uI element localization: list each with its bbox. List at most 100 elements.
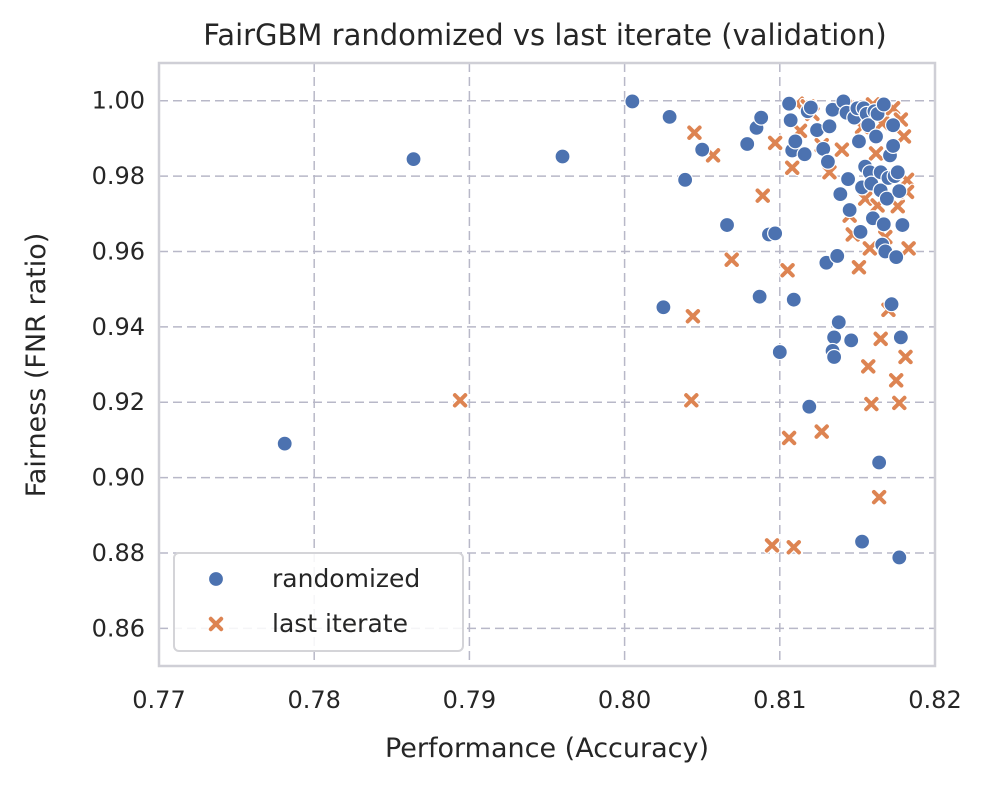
data-point-randomized <box>821 118 838 135</box>
data-point-last-iterate <box>859 357 877 375</box>
data-point-randomized <box>753 109 770 126</box>
x-tick-label: 0.79 <box>443 686 496 714</box>
data-point-last-iterate <box>870 488 888 506</box>
data-point-randomized <box>892 329 909 346</box>
data-point-randomized <box>554 148 571 165</box>
data-point-randomized <box>875 216 892 233</box>
data-point-randomized <box>718 216 736 234</box>
data-point-randomized <box>829 247 846 265</box>
data-point-randomized <box>841 201 858 219</box>
data-point-last-iterate <box>897 348 914 366</box>
plot-frame <box>157 61 937 668</box>
y-tick-label: 0.98 <box>92 162 145 190</box>
data-point-randomized <box>894 216 911 234</box>
data-point-randomized <box>787 133 804 150</box>
data-point-last-iterate <box>867 145 885 162</box>
data-point-last-iterate <box>890 394 908 412</box>
legend-marker-randomized <box>207 570 225 588</box>
data-point-randomized <box>860 117 877 134</box>
data-point-randomized <box>801 398 818 415</box>
y-tick-label: 0.90 <box>92 464 145 492</box>
x-tick-label: 0.80 <box>598 686 651 714</box>
data-point-randomized <box>884 137 902 155</box>
x-tick-label: 0.77 <box>132 686 185 714</box>
data-point-last-iterate <box>813 423 831 441</box>
x-tick-label: 0.81 <box>753 686 806 714</box>
data-point-last-iterate <box>763 536 781 554</box>
data-point-randomized <box>875 96 892 113</box>
y-tick-label: 0.92 <box>92 388 145 416</box>
data-point-last-iterate <box>682 391 700 409</box>
data-point-randomized <box>781 95 798 112</box>
data-point-randomized <box>891 549 908 566</box>
data-point-randomized <box>830 314 847 331</box>
data-point-randomized <box>694 141 711 158</box>
data-point-randomized <box>878 190 895 207</box>
data-point-last-iterate <box>754 187 772 205</box>
data-point-randomized <box>739 135 756 153</box>
data-point-randomized <box>839 170 857 188</box>
series-randomized <box>276 93 911 566</box>
data-point-randomized <box>819 153 837 170</box>
data-point-last-iterate <box>850 258 868 276</box>
data-point-last-iterate <box>833 141 851 159</box>
data-point-randomized <box>883 296 900 313</box>
data-point-last-iterate <box>685 124 703 142</box>
data-point-last-iterate <box>723 251 741 269</box>
data-point-randomized <box>852 223 869 240</box>
y-axis-label: Fairness (FNR ratio) <box>21 233 52 498</box>
data-point-randomized <box>661 108 678 125</box>
data-point-last-iterate <box>785 538 803 556</box>
legend-circle-marker <box>207 570 225 588</box>
y-tick-label: 0.94 <box>92 313 145 341</box>
data-point-last-iterate <box>780 429 798 447</box>
y-tick-label: 0.86 <box>92 614 145 642</box>
data-point-last-iterate <box>862 395 880 413</box>
data-point-randomized <box>843 332 860 349</box>
data-point-randomized <box>624 93 641 110</box>
data-point-randomized <box>832 186 849 203</box>
y-tick-label: 0.96 <box>92 237 145 265</box>
data-point-randomized <box>853 533 871 550</box>
data-point-last-iterate <box>895 128 913 145</box>
data-point-randomized <box>751 288 768 305</box>
data-point-randomized <box>826 348 843 366</box>
data-point-last-iterate <box>783 159 801 177</box>
y-tick-label: 1.00 <box>92 87 145 115</box>
x-tick-label: 0.82 <box>908 686 961 714</box>
data-point-randomized <box>826 329 843 346</box>
data-point-last-iterate <box>684 307 702 325</box>
legend-label-last-iterate: last iterate <box>272 609 408 638</box>
data-point-randomized <box>871 454 888 471</box>
data-point-last-iterate <box>779 261 797 279</box>
data-point-last-iterate <box>872 330 890 348</box>
legend-label-randomized: randomized <box>272 564 420 593</box>
data-point-randomized <box>889 164 906 181</box>
data-point-randomized <box>771 343 788 361</box>
legend-marker-last-iterate <box>207 615 225 633</box>
data-point-randomized <box>891 183 908 200</box>
data-point-last-iterate <box>861 239 879 257</box>
data-point-randomized <box>677 171 694 188</box>
x-tick-label: 0.78 <box>287 686 340 714</box>
data-point-last-iterate <box>451 391 469 409</box>
legend-x-marker <box>207 615 225 633</box>
data-point-last-iterate <box>889 197 907 215</box>
chart-title: FairGBM randomized vs last iterate (vali… <box>203 18 886 52</box>
y-tick-label: 0.88 <box>92 539 145 567</box>
data-point-randomized <box>884 117 902 134</box>
data-point-randomized <box>785 291 802 308</box>
data-point-randomized <box>867 128 885 145</box>
data-point-randomized <box>802 99 819 116</box>
data-point-last-iterate <box>900 239 918 257</box>
data-point-randomized <box>276 435 293 452</box>
legend: randomized last iterate <box>173 552 464 652</box>
data-point-last-iterate <box>887 371 905 389</box>
x-axis-label: Performance (Accuracy) <box>385 733 709 764</box>
data-point-randomized <box>782 112 799 129</box>
data-point-randomized <box>888 248 905 266</box>
data-point-randomized <box>655 299 672 316</box>
data-point-last-iterate <box>766 134 784 152</box>
tick-labels: 0.77 0.78 0.79 0.80 0.81 0.82 0.86 0.88 0.90 0.92… <box>92 87 962 714</box>
